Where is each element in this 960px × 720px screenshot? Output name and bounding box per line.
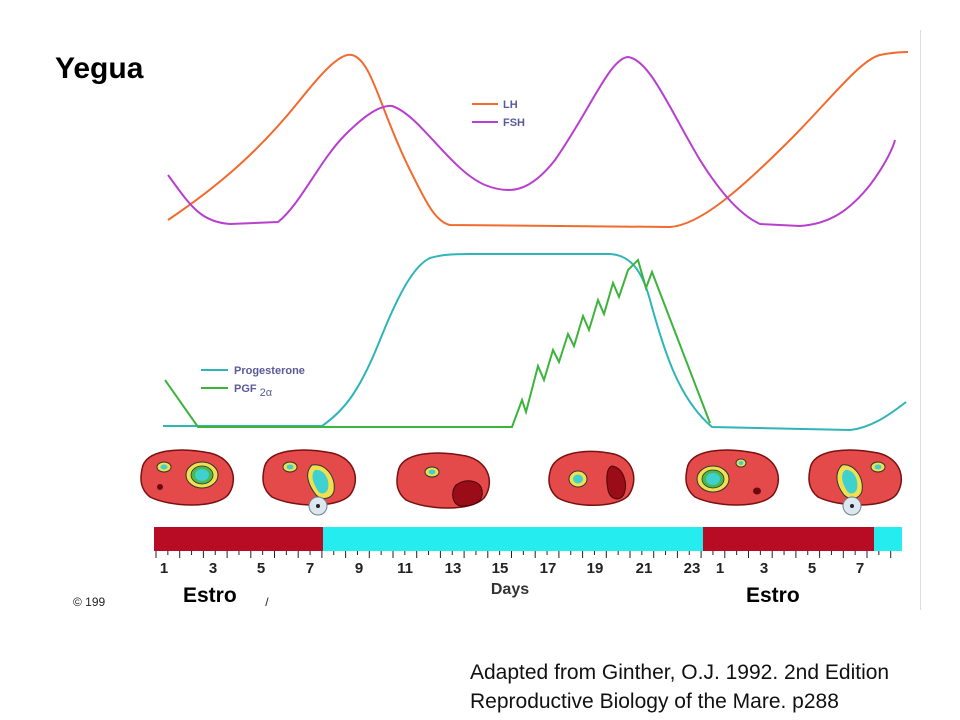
- day-tick-label: 23: [684, 560, 701, 577]
- phase-bar-estrus-2: [703, 527, 874, 551]
- day-tick-label: 17: [540, 560, 557, 577]
- pgf2a-curve: [164, 258, 711, 428]
- border-line: [920, 30, 921, 610]
- day-tick-label: 5: [257, 560, 265, 577]
- day-tick-label: 13: [445, 560, 462, 577]
- progesterone-curve: [163, 253, 907, 432]
- day-tick-label: 15: [492, 560, 509, 577]
- progesterone-legend-label: Progesterone: [234, 365, 305, 377]
- day-tick-label: 1: [160, 560, 168, 577]
- fsh-legend-label: FSH: [503, 117, 525, 129]
- phase-bar-diestrus-2: [874, 527, 902, 551]
- ovary-6: [808, 449, 903, 516]
- phase-bar-diestrus: [323, 527, 703, 551]
- day-tick-label: 7: [856, 560, 864, 577]
- copyright-text: © 199 /: [73, 595, 269, 609]
- day-tick-label: 1: [716, 560, 724, 577]
- day-ticks: [155, 551, 892, 558]
- estro-label-left: Estro: [183, 584, 237, 607]
- fsh-curve: [167, 55, 896, 228]
- ovary-1: [140, 449, 235, 506]
- source-credit: Adapted from Ginther, O.J. 1992. 2nd Edi…: [470, 658, 889, 716]
- pgf2a-legend-text: PGF: [234, 383, 257, 395]
- credit-line-1: Adapted from Ginther, O.J. 1992. 2nd Edi…: [470, 661, 890, 684]
- copyright-tail: /: [265, 595, 269, 609]
- day-tick-labels: 1 3 5 7 9 11 13 15 17 19 21 23 1 3 5 7: [160, 560, 864, 577]
- pgf2a-legend-label: PGF 2α: [234, 383, 273, 399]
- lh-curve: [167, 51, 909, 229]
- day-tick-label: 7: [306, 560, 314, 577]
- day-tick-label: 21: [636, 560, 653, 577]
- day-tick-label: 9: [355, 560, 363, 577]
- ovary-2: [262, 449, 357, 516]
- day-tick-label: 3: [760, 560, 768, 577]
- lh-legend-label: LH: [503, 99, 518, 111]
- estro-label-right: Estro: [746, 584, 800, 607]
- day-tick-label: 11: [397, 560, 413, 577]
- phase-bar-estrus-1: [154, 527, 323, 551]
- ovary-4: [548, 450, 635, 506]
- ovary-3: [396, 452, 491, 509]
- credit-line-2: Reproductive Biology of the Mare. p288: [470, 690, 839, 713]
- page-title: Yegua: [55, 52, 144, 85]
- x-axis-label: Days: [491, 581, 529, 598]
- day-tick-label: 5: [808, 560, 816, 577]
- ovary-5: [685, 449, 780, 506]
- pgf2a-legend-subscript: 2α: [260, 387, 273, 399]
- copyright-year: © 199: [73, 595, 106, 609]
- day-tick-label: 3: [209, 560, 217, 577]
- day-tick-label: 19: [587, 560, 604, 577]
